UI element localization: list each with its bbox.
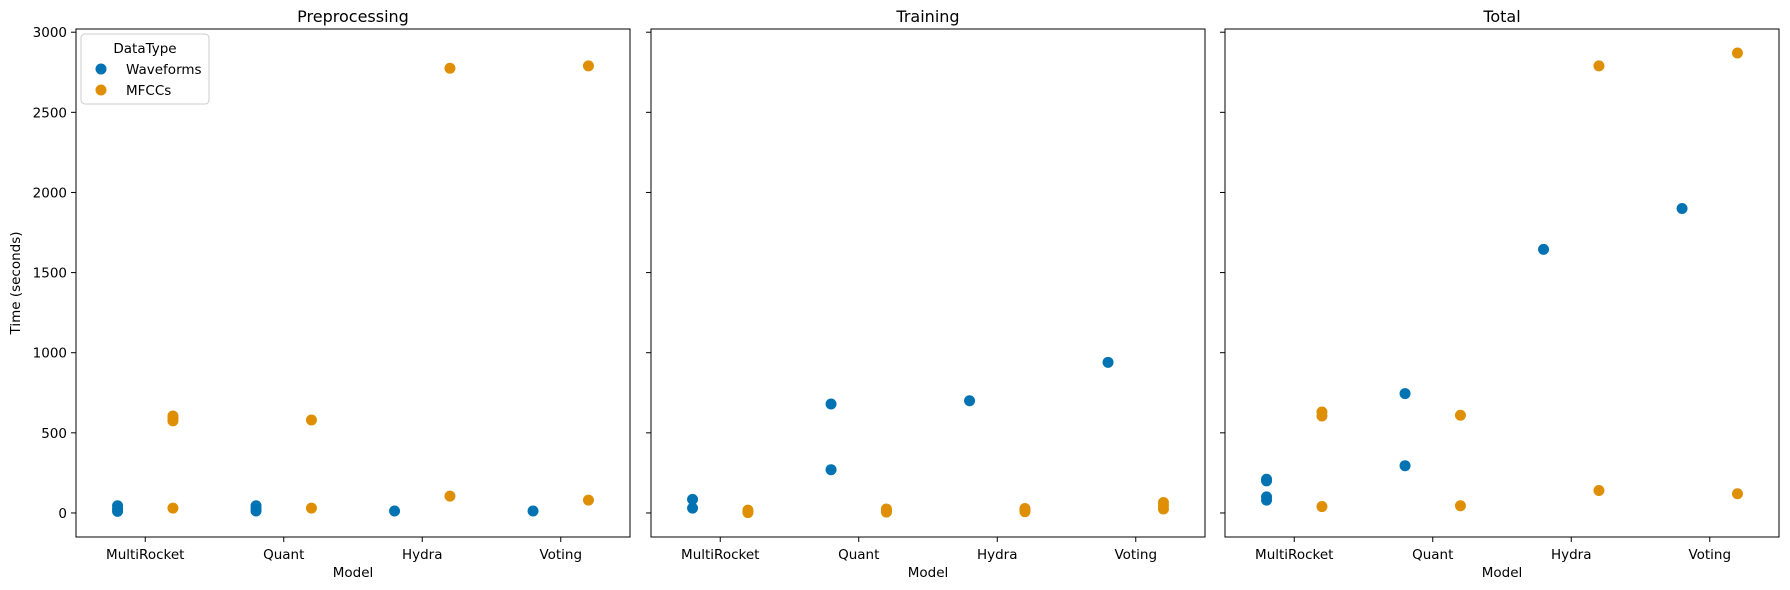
plot-frame [75, 28, 631, 538]
point-waveforms [687, 493, 699, 505]
point-mfccs [582, 60, 594, 72]
panel-title: Total [1482, 7, 1520, 26]
point-mfccs [1019, 502, 1031, 514]
point-mfccs [1316, 501, 1328, 513]
y-tick-label: 500 [41, 426, 67, 442]
x-tick-label: MultiRocket [1255, 547, 1333, 563]
point-mfccs [1454, 500, 1466, 512]
legend-label-mfccs: MFCCs [126, 83, 171, 99]
point-mfccs [1731, 488, 1743, 500]
x-axis-label: Model [908, 565, 949, 581]
panel-0: 0 500 1000 1500 2000 2500 3000 MultiRocket Quant… [8, 7, 631, 581]
point-waveforms [389, 505, 401, 517]
x-tick-label: Quant [263, 547, 304, 563]
y-tick-label: 0 [58, 506, 67, 522]
point-waveforms [687, 502, 699, 514]
legend: DataType Waveforms MFCCs [80, 33, 210, 105]
legend-marker-mfccs [95, 84, 107, 96]
point-waveforms [250, 500, 262, 512]
plot-frame [1224, 28, 1780, 538]
point-waveforms [1102, 356, 1114, 368]
point-mfccs [880, 503, 892, 515]
point-mfccs [742, 504, 754, 516]
point-mfccs [444, 62, 456, 74]
point-mfccs [1593, 60, 1605, 72]
x-axis-label: Model [1482, 565, 1523, 581]
y-axis-label: Time (seconds) [8, 231, 24, 335]
point-mfccs [1316, 406, 1328, 418]
panel-title: Preprocessing [297, 7, 409, 26]
y-tick-label: 2500 [33, 105, 67, 121]
y-tick-label: 3000 [33, 25, 67, 41]
panel-title: Training [895, 7, 959, 26]
point-waveforms [964, 395, 976, 407]
point-mfccs [444, 490, 456, 502]
legend-box [80, 33, 210, 105]
x-tick-label: MultiRocket [681, 547, 759, 563]
x-tick-label: Voting [539, 547, 582, 563]
point-mfccs [582, 494, 594, 506]
point-waveforms [825, 464, 837, 476]
point-waveforms [1399, 460, 1411, 472]
point-waveforms [825, 398, 837, 410]
y-tick-label: 1500 [33, 266, 67, 282]
point-waveforms [1261, 473, 1273, 485]
x-tick-label: Hydra [402, 547, 443, 563]
point-mfccs [305, 414, 317, 426]
y-tick-label: 1000 [33, 346, 67, 362]
x-tick-label: Hydra [977, 547, 1018, 563]
x-tick-label: Hydra [1551, 547, 1592, 563]
x-tick-label: Voting [1114, 547, 1157, 563]
point-mfccs [167, 502, 179, 514]
x-tick-label: Voting [1688, 547, 1731, 563]
point-mfccs [1157, 497, 1169, 509]
plot-frame [650, 28, 1206, 538]
panel-1: MultiRocket Quant Hydra Voting Training Model [646, 7, 1206, 581]
legend-label-waveforms: Waveforms [126, 62, 202, 78]
point-mfccs [1731, 47, 1743, 59]
x-axis-label: Model [333, 565, 374, 581]
point-waveforms [1261, 491, 1273, 503]
point-waveforms [1399, 388, 1411, 400]
point-mfccs [1593, 485, 1605, 497]
point-mfccs [167, 410, 179, 422]
point-waveforms [112, 500, 124, 512]
legend-title: DataType [113, 41, 176, 57]
x-tick-label: Quant [1412, 547, 1453, 563]
y-tick-label: 2000 [33, 185, 67, 201]
point-mfccs [305, 502, 317, 514]
x-tick-label: MultiRocket [106, 547, 184, 563]
point-waveforms [1676, 202, 1688, 214]
point-waveforms [527, 505, 539, 517]
x-tick-label: Quant [838, 547, 879, 563]
panel-2: MultiRocket Quant Hydra Voting Total Model [1220, 7, 1780, 581]
legend-marker-waveforms [95, 63, 107, 75]
point-mfccs [1454, 409, 1466, 421]
point-waveforms [1538, 243, 1550, 255]
